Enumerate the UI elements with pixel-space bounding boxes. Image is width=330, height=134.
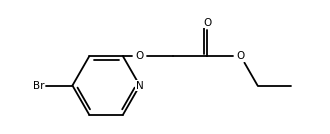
- Text: O: O: [237, 51, 245, 61]
- Text: N: N: [136, 81, 144, 90]
- Text: Br: Br: [33, 81, 45, 90]
- Text: O: O: [136, 51, 144, 61]
- Text: O: O: [203, 18, 211, 28]
